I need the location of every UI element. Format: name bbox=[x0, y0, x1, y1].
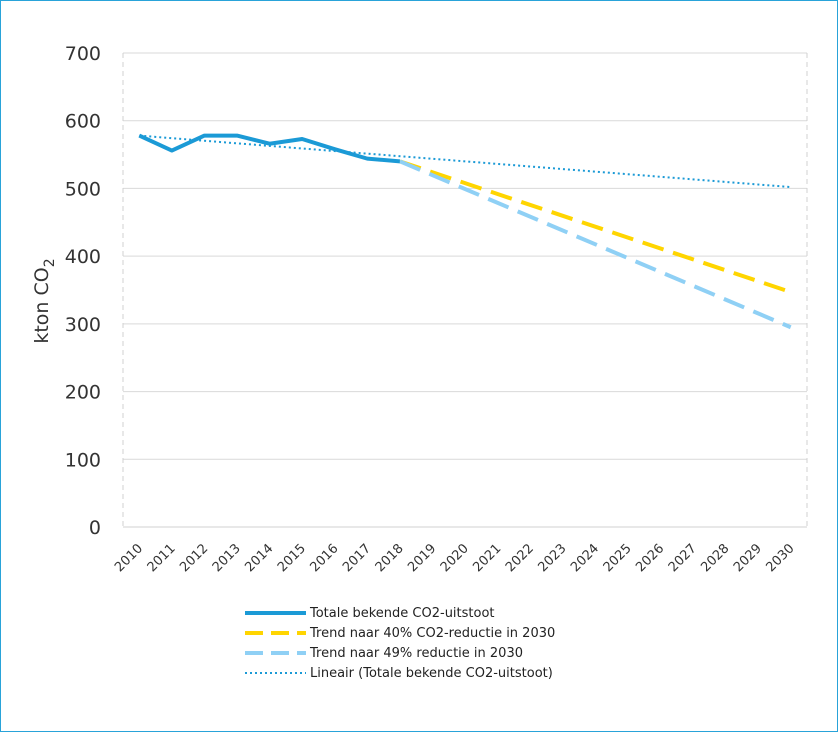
y-tick-label: 700 bbox=[65, 43, 101, 65]
y-tick-label: 100 bbox=[65, 449, 101, 471]
x-tick-label: 2015 bbox=[275, 541, 309, 575]
x-tick-label: 2024 bbox=[568, 541, 602, 575]
x-tick-label: 2030 bbox=[764, 541, 798, 575]
x-tick-label: 2016 bbox=[308, 541, 342, 575]
x-tick-labels: 2010201120122013201420152016201720182019… bbox=[112, 541, 797, 575]
x-tick-label: 2012 bbox=[177, 541, 211, 575]
y-tick-label: 0 bbox=[89, 517, 101, 539]
x-tick-label: 2019 bbox=[405, 541, 439, 575]
y-tick-label: 300 bbox=[65, 314, 101, 336]
y-tick-labels: 0 100 200 300 400 500 600 700 bbox=[65, 43, 101, 539]
x-tick-label: 2021 bbox=[470, 541, 504, 575]
series-line-4 bbox=[139, 134, 791, 189]
legend-label: Trend naar 40% CO2-reductie in 2030 bbox=[309, 626, 555, 641]
x-tick-label: 2010 bbox=[112, 541, 146, 575]
y-axis-label-subscript: 2 bbox=[42, 258, 58, 267]
series-line-2 bbox=[399, 159, 792, 294]
y-axis-label-main: kton CO bbox=[31, 267, 53, 343]
y-tick-label: 200 bbox=[65, 382, 101, 404]
y-axis-label: kton CO2 bbox=[31, 258, 58, 343]
x-tick-label: 2014 bbox=[242, 541, 276, 575]
grid-lines bbox=[123, 52, 807, 460]
legend-label: Lineair (Totale bekende CO2-uitstoot) bbox=[310, 666, 553, 681]
x-tick-label: 2020 bbox=[438, 541, 472, 575]
legend: Totale bekende CO2-uitstoot Trend naar 40… bbox=[245, 606, 555, 681]
x-tick-label: 2026 bbox=[633, 541, 667, 575]
series-line-1 bbox=[138, 133, 401, 164]
y-tick-label: 400 bbox=[65, 246, 101, 268]
x-tick-label: 2025 bbox=[601, 541, 635, 575]
y-tick-label: 500 bbox=[65, 178, 101, 200]
legend-label: Totale bekende CO2-uitstoot bbox=[309, 606, 495, 621]
x-tick-label: 2028 bbox=[698, 541, 732, 575]
y-tick-label: 600 bbox=[65, 111, 101, 133]
series-lines bbox=[138, 133, 792, 330]
x-tick-label: 2027 bbox=[666, 541, 700, 575]
x-tick-label: 2022 bbox=[503, 541, 537, 575]
x-tick-label: 2018 bbox=[373, 541, 407, 575]
x-tick-label: 2011 bbox=[145, 541, 179, 575]
x-tick-label: 2029 bbox=[731, 541, 765, 575]
legend-label: Trend naar 49% reductie in 2030 bbox=[309, 646, 523, 661]
axes bbox=[122, 53, 808, 528]
x-tick-label: 2017 bbox=[340, 541, 374, 575]
x-tick-label: 2023 bbox=[536, 541, 570, 575]
x-tick-label: 2013 bbox=[210, 541, 244, 575]
series-line-3 bbox=[399, 159, 792, 330]
